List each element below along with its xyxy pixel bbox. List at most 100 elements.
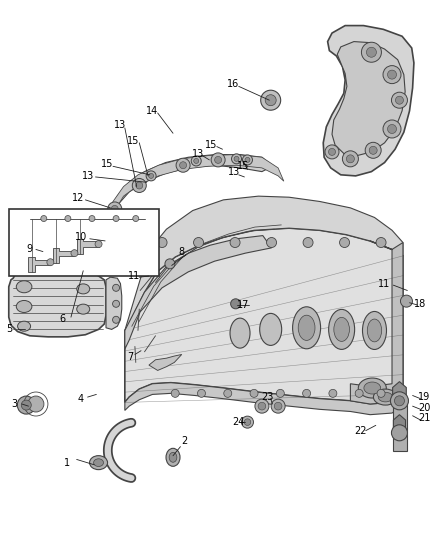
Ellipse shape xyxy=(77,304,90,314)
Circle shape xyxy=(328,148,336,156)
Polygon shape xyxy=(125,196,403,330)
Text: 13: 13 xyxy=(114,120,127,130)
Text: 5: 5 xyxy=(7,325,13,334)
Circle shape xyxy=(365,142,381,158)
Text: 13: 13 xyxy=(192,149,204,158)
Ellipse shape xyxy=(378,392,392,402)
Circle shape xyxy=(146,171,156,181)
Circle shape xyxy=(165,259,175,269)
Text: 13: 13 xyxy=(228,167,240,176)
Polygon shape xyxy=(9,271,106,337)
Text: 11: 11 xyxy=(127,271,140,281)
Ellipse shape xyxy=(94,459,103,466)
Ellipse shape xyxy=(169,453,177,462)
Circle shape xyxy=(28,396,44,412)
Circle shape xyxy=(243,155,252,165)
Circle shape xyxy=(215,156,222,164)
Text: 15: 15 xyxy=(205,140,217,150)
Circle shape xyxy=(346,155,354,163)
Circle shape xyxy=(111,205,118,213)
Ellipse shape xyxy=(16,301,32,312)
Circle shape xyxy=(136,182,143,189)
Circle shape xyxy=(171,389,179,398)
Circle shape xyxy=(376,238,386,247)
Text: 6: 6 xyxy=(59,314,65,324)
Circle shape xyxy=(383,120,401,138)
Circle shape xyxy=(234,156,239,161)
Circle shape xyxy=(396,96,403,104)
Circle shape xyxy=(113,215,119,222)
Text: 8: 8 xyxy=(179,247,185,256)
Circle shape xyxy=(180,161,187,169)
Circle shape xyxy=(367,47,376,57)
Text: 9: 9 xyxy=(27,245,33,254)
Circle shape xyxy=(276,389,284,398)
Circle shape xyxy=(21,400,31,410)
Polygon shape xyxy=(392,382,406,405)
Ellipse shape xyxy=(367,319,381,342)
Text: 14: 14 xyxy=(146,106,159,116)
Circle shape xyxy=(244,419,251,425)
Ellipse shape xyxy=(298,315,315,341)
Polygon shape xyxy=(85,261,103,274)
Circle shape xyxy=(230,238,240,247)
Circle shape xyxy=(377,389,385,398)
Circle shape xyxy=(258,402,266,410)
Circle shape xyxy=(232,154,241,164)
Polygon shape xyxy=(125,236,272,349)
Circle shape xyxy=(267,238,276,247)
Ellipse shape xyxy=(358,378,386,398)
Circle shape xyxy=(224,389,232,398)
Polygon shape xyxy=(149,354,182,370)
Ellipse shape xyxy=(364,382,381,394)
Polygon shape xyxy=(28,257,50,272)
Bar xyxy=(9,209,159,276)
Ellipse shape xyxy=(334,317,350,342)
Circle shape xyxy=(392,425,407,441)
Circle shape xyxy=(383,66,401,84)
Polygon shape xyxy=(323,26,414,176)
Polygon shape xyxy=(125,228,403,404)
Text: 21: 21 xyxy=(418,414,430,423)
Circle shape xyxy=(132,179,146,192)
Text: 24: 24 xyxy=(233,417,245,427)
Circle shape xyxy=(191,156,201,166)
Text: 23: 23 xyxy=(261,392,273,402)
Ellipse shape xyxy=(293,307,321,349)
Polygon shape xyxy=(106,277,122,329)
Circle shape xyxy=(65,215,71,222)
Ellipse shape xyxy=(18,321,31,331)
Text: 11: 11 xyxy=(378,279,391,288)
Circle shape xyxy=(325,145,339,159)
Ellipse shape xyxy=(166,448,180,466)
Ellipse shape xyxy=(363,311,386,350)
Circle shape xyxy=(361,42,381,62)
Circle shape xyxy=(47,259,54,266)
Circle shape xyxy=(271,399,285,413)
Circle shape xyxy=(241,416,254,428)
Text: 15: 15 xyxy=(237,161,249,171)
Circle shape xyxy=(113,284,120,292)
Ellipse shape xyxy=(16,281,32,293)
Text: 15: 15 xyxy=(101,159,113,169)
Circle shape xyxy=(390,392,409,410)
Bar xyxy=(393,399,407,451)
Polygon shape xyxy=(109,155,272,221)
Polygon shape xyxy=(105,155,284,228)
Ellipse shape xyxy=(77,284,90,294)
Text: 22: 22 xyxy=(354,426,366,435)
Text: 13: 13 xyxy=(81,171,94,181)
Circle shape xyxy=(245,157,250,163)
Circle shape xyxy=(194,238,204,247)
Ellipse shape xyxy=(89,456,108,470)
Circle shape xyxy=(395,396,404,406)
Circle shape xyxy=(41,215,47,222)
Circle shape xyxy=(339,238,350,247)
Circle shape xyxy=(176,158,190,172)
Circle shape xyxy=(255,399,269,413)
Text: 15: 15 xyxy=(127,136,140,146)
Circle shape xyxy=(369,146,377,155)
Ellipse shape xyxy=(374,389,397,405)
Text: 20: 20 xyxy=(418,403,430,413)
Circle shape xyxy=(17,396,35,414)
